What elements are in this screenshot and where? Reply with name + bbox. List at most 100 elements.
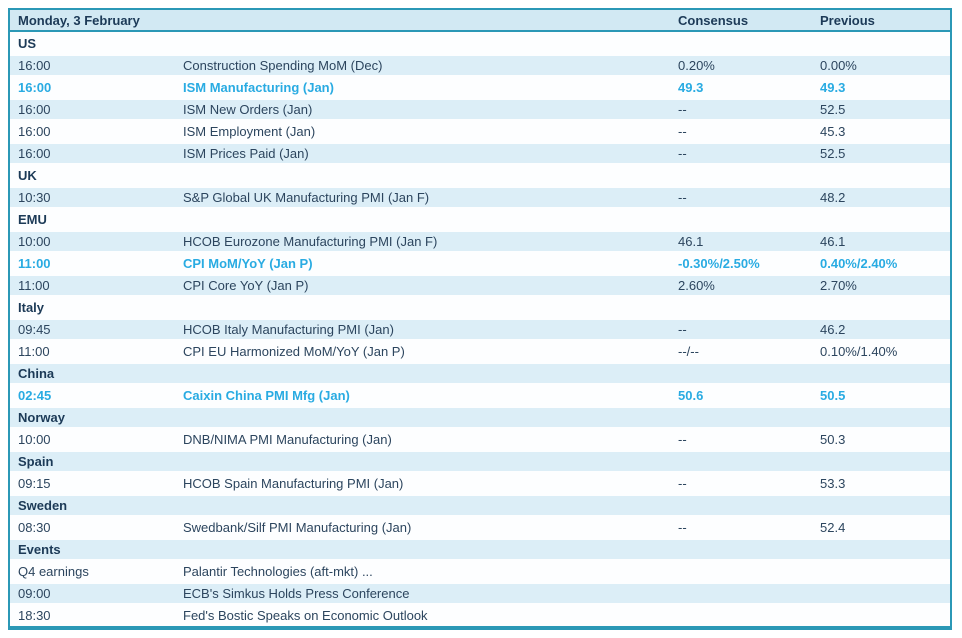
section-row: UK xyxy=(10,164,950,186)
time-cell: 09:45 xyxy=(18,321,51,337)
table-row: Q4 earnings Palantir Technologies (aft-mk… xyxy=(10,560,950,582)
previous-cell: 0.40%/2.40% xyxy=(820,255,898,271)
time-cell: 16:00 xyxy=(18,101,51,117)
section-label: Norway xyxy=(18,409,65,425)
calendar-date-title: Monday, 3 February xyxy=(18,12,140,28)
event-cell: ISM New Orders (Jan) xyxy=(183,101,313,117)
consensus-cell: -- xyxy=(678,101,687,117)
event-cell: Swedbank/Silf PMI Manufacturing (Jan) xyxy=(183,519,412,535)
section-row: China xyxy=(10,362,950,384)
time-cell: 11:00 xyxy=(18,277,50,293)
previous-cell: 52.5 xyxy=(820,145,846,161)
table-row: 16:00 ISM Prices Paid (Jan) -- 52.5 xyxy=(10,142,950,164)
table-row: 16:00 ISM Manufacturing (Jan) 49.3 49.3 xyxy=(10,76,950,98)
section-label: UK xyxy=(18,167,37,183)
time-cell: 09:00 xyxy=(18,585,51,601)
section-row: Norway xyxy=(10,406,950,428)
table-row: 10:00 HCOB Eurozone Manufacturing PMI (Ja… xyxy=(10,230,950,252)
table-row: 11:00 CPI MoM/YoY (Jan P) -0.30%/2.50% 0.40… xyxy=(10,252,950,274)
event-cell: CPI MoM/YoY (Jan P) xyxy=(183,255,313,271)
event-cell: S&P Global UK Manufacturing PMI (Jan F) xyxy=(183,189,430,205)
time-cell: 10:00 xyxy=(18,431,51,447)
section-row: Events xyxy=(10,538,950,560)
previous-cell: 0.00% xyxy=(820,57,857,73)
section-row: Spain xyxy=(10,450,950,472)
previous-cell: 53.3 xyxy=(820,475,846,491)
table-body: US 16:00 Construction Spending MoM (Dec) 0.… xyxy=(10,32,950,626)
table-row: 18:30 Fed's Bostic Speaks on Economic Out… xyxy=(10,604,950,626)
table-row: 16:00 ISM New Orders (Jan) -- 52.5 xyxy=(10,98,950,120)
section-row: US xyxy=(10,32,950,54)
table-row: 11:00 CPI EU Harmonized MoM/YoY (Jan P) --… xyxy=(10,340,950,362)
table-row: 10:30 S&P Global UK Manufacturing PMI (Ja… xyxy=(10,186,950,208)
section-row: EMU xyxy=(10,208,950,230)
consensus-cell: -- xyxy=(678,145,687,161)
table-row: 02:45 Caixin China PMI Mfg (Jan) 50.6 50.5 xyxy=(10,384,950,406)
section-label: Sweden xyxy=(18,497,68,513)
table-row: 16:00 ISM Employment (Jan) -- 45.3 xyxy=(10,120,950,142)
event-cell: HCOB Eurozone Manufacturing PMI (Jan F) xyxy=(183,233,438,249)
event-cell: HCOB Italy Manufacturing PMI (Jan) xyxy=(183,321,394,337)
table-row: 08:30 Swedbank/Silf PMI Manufacturing (Ja… xyxy=(10,516,950,538)
event-cell: HCOB Spain Manufacturing PMI (Jan) xyxy=(183,475,404,491)
event-cell: CPI Core YoY (Jan P) xyxy=(183,277,309,293)
time-cell: 10:00 xyxy=(18,233,51,249)
consensus-cell: -- xyxy=(678,189,687,205)
event-cell: CPI EU Harmonized MoM/YoY (Jan P) xyxy=(183,343,405,359)
consensus-cell: 49.3 xyxy=(678,79,704,95)
time-cell: 09:15 xyxy=(18,475,51,491)
time-cell: 16:00 xyxy=(18,57,51,73)
time-cell: 08:30 xyxy=(18,519,51,535)
event-cell: ISM Manufacturing (Jan) xyxy=(183,79,334,95)
previous-cell: 2.70% xyxy=(820,277,857,293)
table-row: 09:00 ECB's Simkus Holds Press Conference xyxy=(10,582,950,604)
previous-cell: 46.2 xyxy=(820,321,846,337)
time-cell: 11:00 xyxy=(18,343,50,359)
previous-cell: 48.2 xyxy=(820,189,846,205)
consensus-cell: 50.6 xyxy=(678,387,704,403)
time-cell: 02:45 xyxy=(18,387,52,403)
consensus-cell: -- xyxy=(678,431,687,447)
table-row: 11:00 CPI Core YoY (Jan P) 2.60% 2.70% xyxy=(10,274,950,296)
section-label: US xyxy=(18,35,37,51)
table-header-row: Monday, 3 February Consensus Previous xyxy=(10,10,950,32)
previous-cell: 45.3 xyxy=(820,123,846,139)
previous-cell: 52.4 xyxy=(820,519,846,535)
table-row: 10:00 DNB/NIMA PMI Manufacturing (Jan) -- 5… xyxy=(10,428,950,450)
section-label: Italy xyxy=(18,299,45,315)
table-row: 09:15 HCOB Spain Manufacturing PMI (Jan) -… xyxy=(10,472,950,494)
consensus-cell: -- xyxy=(678,519,687,535)
time-cell: 16:00 xyxy=(18,123,51,139)
section-row: Italy xyxy=(10,296,950,318)
time-cell: 16:00 xyxy=(18,145,51,161)
consensus-cell: 2.60% xyxy=(678,277,715,293)
event-cell: Construction Spending MoM (Dec) xyxy=(183,57,383,73)
section-label: Events xyxy=(18,541,61,557)
consensus-cell: -- xyxy=(678,475,687,491)
time-cell: 11:00 xyxy=(18,255,51,271)
time-cell: 10:30 xyxy=(18,189,51,205)
event-cell: ISM Prices Paid (Jan) xyxy=(183,145,309,161)
table-row: 16:00 Construction Spending MoM (Dec) 0.20… xyxy=(10,54,950,76)
consensus-cell: 46.1 xyxy=(678,233,704,249)
time-cell: Q4 earnings xyxy=(18,563,89,579)
previous-cell: 49.3 xyxy=(820,79,846,95)
event-cell: ISM Employment (Jan) xyxy=(183,123,316,139)
consensus-column-header: Consensus xyxy=(678,12,749,28)
event-cell: ECB's Simkus Holds Press Conference xyxy=(183,585,410,601)
consensus-cell: 0.20% xyxy=(678,57,715,73)
section-label: Spain xyxy=(18,453,54,469)
table-row: 09:45 HCOB Italy Manufacturing PMI (Jan) -… xyxy=(10,318,950,340)
event-cell: DNB/NIMA PMI Manufacturing (Jan) xyxy=(183,431,392,447)
time-cell: 18:30 xyxy=(18,607,51,623)
consensus-cell: --/-- xyxy=(678,343,699,359)
economic-calendar-table: Monday, 3 February Consensus Previous US… xyxy=(8,8,952,630)
section-row: Sweden xyxy=(10,494,950,516)
previous-cell: 52.5 xyxy=(820,101,846,117)
event-cell: Caixin China PMI Mfg (Jan) xyxy=(183,387,350,403)
event-cell: Fed's Bostic Speaks on Economic Outlook xyxy=(183,607,428,623)
event-cell: Palantir Technologies (aft-mkt) ... xyxy=(183,563,373,579)
previous-cell: 46.1 xyxy=(820,233,846,249)
previous-cell: 0.10%/1.40% xyxy=(820,343,898,359)
consensus-cell: -- xyxy=(678,123,687,139)
